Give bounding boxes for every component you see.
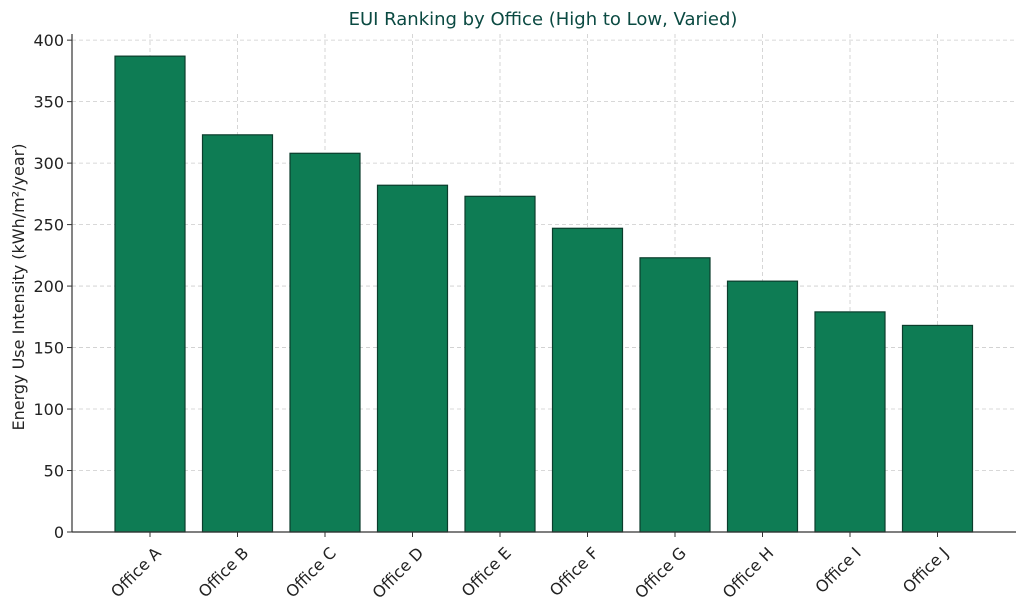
chart-title: EUI Ranking by Office (High to Low, Vari… xyxy=(349,9,738,30)
y-tick-label: 100 xyxy=(33,400,64,419)
x-tick-labels: Office A Office B Office C Office D Office E… xyxy=(107,543,952,602)
x-tick-label: Office C xyxy=(282,543,340,601)
y-tick-label: 0 xyxy=(54,523,64,542)
y-tick-label: 250 xyxy=(33,216,64,235)
x-tick-label: Office H xyxy=(719,543,778,602)
bar-office-a xyxy=(114,55,186,533)
y-tick-labels: 0 50 100 150 200 250 300 350 400 xyxy=(33,31,64,542)
bar-office-b xyxy=(201,134,274,533)
x-tick-label: Office B xyxy=(195,543,253,601)
x-tick-label: Office F xyxy=(546,543,603,600)
bar-office-g xyxy=(639,257,711,533)
y-tick-label: 350 xyxy=(33,93,64,112)
bar-office-i xyxy=(814,311,886,533)
y-tick-label: 150 xyxy=(33,339,64,358)
x-tick-label: Office J xyxy=(899,543,952,596)
axes xyxy=(67,34,1016,537)
y-tick-label: 400 xyxy=(33,31,64,50)
bar-office-e xyxy=(464,195,536,533)
x-tick-label: Office I xyxy=(811,543,864,596)
y-tick-label: 300 xyxy=(33,154,64,173)
x-tick-label: Office E xyxy=(458,543,515,600)
bar-office-c xyxy=(289,152,361,533)
bar-office-j xyxy=(901,324,974,533)
x-tick-label: Office G xyxy=(631,543,690,602)
x-tick-label: Office D xyxy=(369,543,428,602)
y-tick-label: 50 xyxy=(44,462,64,481)
y-axis-label: Energy Use Intensity (kWh/m²/year) xyxy=(9,144,28,431)
bar-office-f xyxy=(551,227,624,533)
bar-office-h xyxy=(726,280,799,533)
bars xyxy=(114,55,974,533)
y-tick-label: 200 xyxy=(33,277,64,296)
bar-office-d xyxy=(376,184,449,533)
x-tick-label: Office A xyxy=(107,543,165,601)
